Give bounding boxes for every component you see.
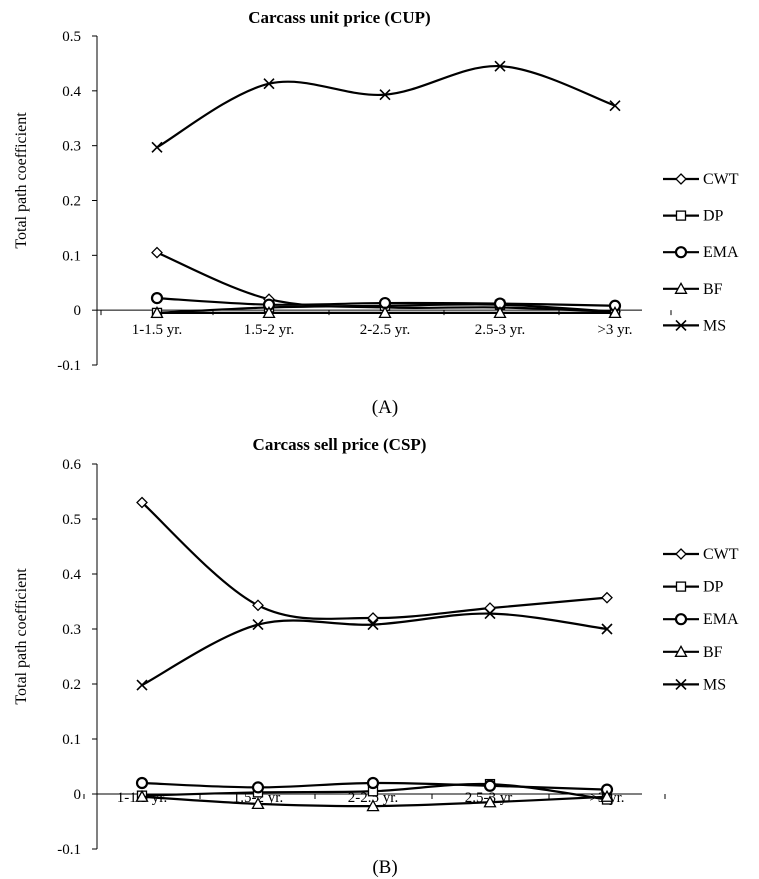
- legend-marker: [675, 173, 687, 185]
- series-ms-point: [252, 619, 264, 631]
- y-tick-label: 0.3: [62, 622, 81, 638]
- y-tick-label: 0: [74, 787, 82, 803]
- y-tick-label: 0.2: [62, 194, 81, 210]
- series-bf-point: [251, 797, 265, 810]
- legend-item-ema: EMA: [663, 611, 739, 628]
- series-ms-point: [367, 619, 379, 631]
- series-bf-point: [262, 306, 276, 319]
- legend-label: CWT: [703, 546, 739, 563]
- series-bf-point: [483, 795, 497, 808]
- legend-item-bf: BF: [663, 644, 723, 661]
- legend-label: DP: [703, 579, 724, 596]
- panel-label: (A): [372, 397, 398, 418]
- chart-a: Carcass unit price (CUP) -0.1 0 0.1 0.2 0.3 0.…: [13, 8, 739, 418]
- chart-title: Carcass sell price (CSP): [253, 435, 427, 454]
- series-ms-point: [494, 60, 506, 72]
- series-ms-point: [379, 89, 391, 101]
- series-cwt-point: [136, 496, 148, 509]
- y-axis-label: Total path coefficient: [13, 112, 30, 249]
- chart-b: Carcass sell price (CSP) -0.1 0 0.1 0.2 0.3 0.…: [13, 435, 739, 878]
- legend-marker: [675, 581, 687, 592]
- series-ms-line: [156, 65, 616, 149]
- legend-item-ms: MS: [663, 676, 726, 693]
- y-tick-label: 0.5: [62, 512, 81, 528]
- series-bf-point: [366, 799, 380, 812]
- legend-item-cwt: CWT: [663, 171, 739, 188]
- series-ms-line: [141, 612, 608, 687]
- legend-item-ms: MS: [663, 317, 726, 334]
- y-tick-label: -0.1: [57, 358, 81, 374]
- legend-marker: [674, 246, 688, 259]
- series-ema-point: [150, 292, 164, 305]
- series-cwt-point: [601, 591, 613, 604]
- series-cwt-point: [484, 602, 496, 615]
- legend-label: MS: [703, 676, 726, 693]
- legend-label: MS: [703, 317, 726, 334]
- y-tick-label: 0.4: [62, 567, 81, 583]
- legend-label: BF: [703, 644, 723, 661]
- legend-label: DP: [703, 208, 724, 225]
- series-ms-point: [136, 679, 148, 691]
- legend-item-dp: DP: [663, 208, 724, 225]
- series-ema-point: [483, 779, 497, 792]
- legend-label: CWT: [703, 171, 739, 188]
- series-ema-point: [366, 776, 380, 790]
- series-bf-point: [608, 306, 622, 319]
- legend-item-dp: DP: [663, 579, 724, 596]
- x-tick-label: 2.5-3 yr.: [475, 322, 525, 338]
- series-ema-point: [135, 776, 149, 790]
- series-bf-point: [600, 789, 614, 802]
- legend-label: BF: [703, 281, 723, 298]
- series-ms-point: [609, 100, 621, 112]
- y-tick-label: 0.2: [62, 677, 81, 693]
- series-bf-point: [150, 306, 164, 319]
- legend-marker: [675, 548, 687, 560]
- series-ms-point: [484, 608, 496, 620]
- legend-item-cwt: CWT: [663, 546, 739, 563]
- legend-marker: [674, 644, 688, 657]
- x-tick-label: 1.5-2 yr.: [244, 322, 294, 338]
- series-bf-point: [378, 306, 392, 319]
- panel-label: (B): [372, 857, 397, 878]
- series-bf-point: [493, 306, 507, 319]
- y-tick-label: 0.1: [62, 248, 81, 264]
- y-axis-label: Total path coefficient: [13, 568, 30, 705]
- y-tick-label: 0.4: [62, 84, 81, 100]
- y-tick-label: 0.6: [62, 457, 81, 473]
- legend-marker: [675, 210, 687, 221]
- legend-marker: [675, 678, 687, 690]
- legend-label: EMA: [703, 244, 739, 261]
- series-ms-point: [263, 78, 275, 90]
- series-cwt-point: [367, 612, 379, 624]
- x-tick-label: 2-2.5 yr.: [360, 322, 410, 338]
- legend-item-ema: EMA: [663, 244, 739, 261]
- x-tick-label: 2-2.5 yr.: [348, 790, 398, 806]
- x-tick-label: 1-1.5 yr.: [132, 322, 182, 338]
- series-ema-point: [251, 781, 265, 794]
- chart-title: Carcass unit price (CUP): [248, 8, 430, 27]
- series-ms-point: [601, 623, 613, 635]
- legend-item-bf: BF: [663, 281, 723, 298]
- series-cwt-point: [151, 246, 163, 259]
- y-tick-label: -0.1: [57, 842, 81, 858]
- y-tick-label: 0.1: [62, 732, 81, 748]
- legend-label: EMA: [703, 611, 739, 628]
- y-tick-label: 0.5: [62, 29, 81, 45]
- legend-marker: [674, 613, 688, 626]
- series-bf-point: [135, 789, 149, 802]
- series-ms-point: [151, 141, 163, 153]
- legend-marker: [675, 319, 687, 331]
- series-cwt-line: [141, 501, 608, 620]
- y-tick-label: 0.3: [62, 139, 81, 155]
- legend-marker: [674, 281, 688, 294]
- series-cwt-point: [252, 599, 264, 612]
- x-tick-label: >3 yr.: [597, 322, 632, 338]
- y-tick-label: 0: [74, 303, 82, 319]
